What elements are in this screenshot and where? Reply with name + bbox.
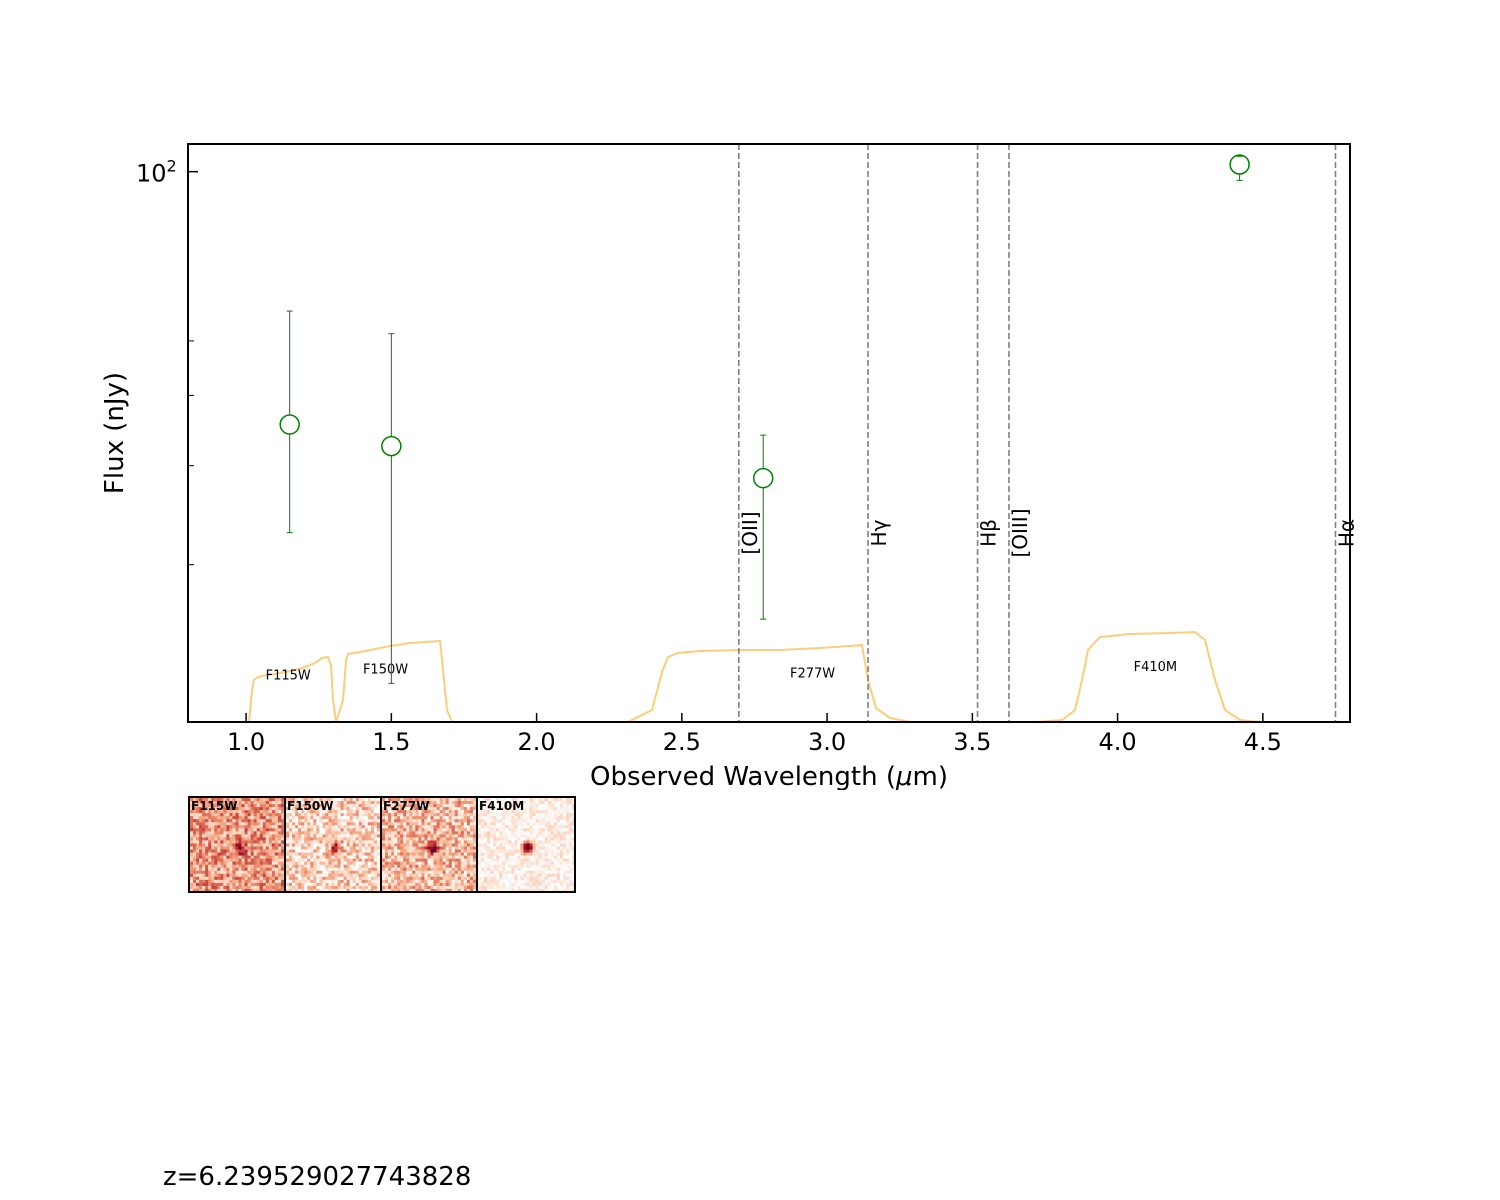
y-axis-label: Flux (nJy) xyxy=(100,372,130,494)
x-tick-label: 2.5 xyxy=(663,728,701,756)
emission-line-label: [OII] xyxy=(738,511,762,554)
cutout-f115w: F115W xyxy=(190,798,286,891)
data-point xyxy=(381,333,402,684)
data-point xyxy=(279,310,300,534)
emission-lines: [OII] Hγ Hβ [OIII] Hα xyxy=(738,144,1358,722)
cutout-label: F150W xyxy=(287,799,334,813)
point-marker xyxy=(1229,154,1250,175)
y-tick-exponent: 2 xyxy=(167,157,177,176)
filter-label: F115W xyxy=(266,668,311,683)
data-point xyxy=(752,434,774,620)
x-tick-label: 1.5 xyxy=(372,728,410,756)
cutout-label: F410M xyxy=(479,799,525,813)
emission-line-label: Hα xyxy=(1334,519,1358,547)
x-axis-label: Observed Wavelength (μm) xyxy=(590,762,948,790)
emission-line-label: Hβ xyxy=(977,519,1001,547)
x-tick-label: 4.0 xyxy=(1099,728,1137,756)
filter-curve-f150w xyxy=(335,639,453,723)
plot-frame xyxy=(187,143,1351,723)
cutout-label: F115W xyxy=(191,799,238,813)
axis-ticks: 1.0 1.5 2.0 2.5 3.0 3.5 4.0 4.5 102 xyxy=(136,157,1282,756)
emission-line-label: Hγ xyxy=(867,519,891,546)
data-point xyxy=(1229,154,1250,181)
filter-curve-f277w xyxy=(627,643,911,723)
cutout-f410m: F410M xyxy=(478,798,574,891)
photometry-points xyxy=(279,154,1250,684)
filter-curve-f115w xyxy=(248,655,337,723)
filter-curve-f410m xyxy=(1035,630,1261,723)
cutout-f277w: F277W xyxy=(382,798,478,891)
cutout-image xyxy=(286,798,380,891)
cutout-image xyxy=(382,798,476,891)
point-marker xyxy=(381,435,402,457)
x-tick-label: 4.5 xyxy=(1244,728,1282,756)
filter-label: F410M xyxy=(1134,660,1178,675)
cutout-image xyxy=(190,798,284,891)
cutout-label: F277W xyxy=(383,799,430,813)
y-tick-base: 10 xyxy=(136,160,167,188)
point-marker xyxy=(752,467,774,489)
cutout-strip: F115W F150W F277W F410M xyxy=(188,796,576,893)
filter-label: F277W xyxy=(790,666,835,681)
cutout-image xyxy=(478,798,574,891)
x-tick-label: 2.0 xyxy=(518,728,556,756)
sed-chart: F115W F150W F277W F410M [OII] Hγ Hβ [OIII] Hα 1… xyxy=(100,143,1358,790)
x-tick-label: 3.0 xyxy=(808,728,846,756)
cutout-f150w: F150W xyxy=(286,798,382,891)
x-tick-label: 1.0 xyxy=(227,728,265,756)
filter-label: F150W xyxy=(363,663,408,678)
point-marker xyxy=(279,414,300,435)
x-tick-label: 3.5 xyxy=(953,728,991,756)
y-tick-label: 102 xyxy=(136,157,177,188)
redshift-label: z=6.239529027743828 xyxy=(163,1162,472,1192)
emission-line-label: [OIII] xyxy=(1008,508,1032,557)
filter-transmission-curves: F115W F150W F277W F410M xyxy=(248,630,1261,723)
